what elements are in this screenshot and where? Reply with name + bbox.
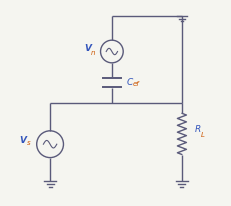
- Text: V: V: [84, 44, 91, 53]
- Text: R: R: [194, 125, 200, 134]
- Text: V: V: [19, 136, 26, 145]
- Text: C: C: [126, 78, 132, 87]
- Text: L: L: [200, 132, 204, 138]
- Text: s: s: [27, 140, 30, 146]
- Text: ef: ef: [132, 81, 139, 88]
- Text: n: n: [91, 49, 95, 56]
